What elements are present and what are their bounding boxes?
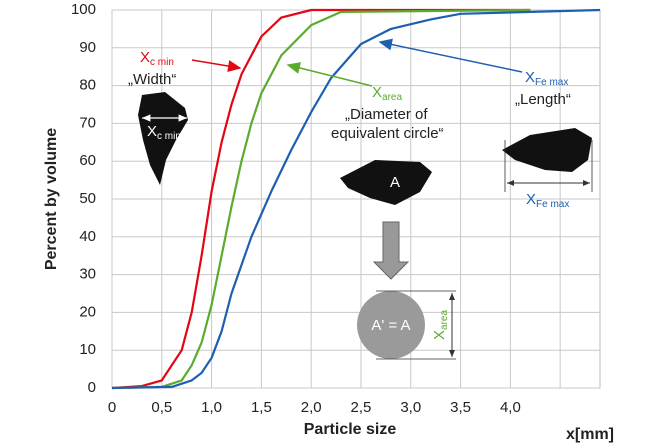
x-axis-title: Particle size: [304, 421, 397, 438]
x-tick-label: 0: [108, 399, 116, 416]
x-tick-label: 4,0: [500, 399, 521, 416]
annotation: A' = A: [371, 317, 410, 334]
grid: 0 10 20 30 40 50 60 70 80 90 100 0 0,5 1,0 1,5 2,0 2,5 3,…: [71, 1, 601, 416]
annotation: A: [390, 174, 400, 191]
equivalent-circle: [357, 291, 425, 359]
y-tick-label: 20: [79, 303, 96, 320]
x-tick-label: 2,0: [301, 399, 322, 416]
annotation: Xarea: [431, 310, 450, 340]
down-arrow: [372, 221, 410, 280]
annotation: „Length“: [515, 91, 571, 108]
annotation: „Width“: [128, 71, 176, 88]
x-tick-label: 2,5: [351, 399, 372, 416]
lines: [111, 8, 601, 390]
data-line: [111, 8, 531, 390]
arrow: [378, 38, 523, 73]
annotation: Xc min: [140, 49, 174, 68]
annotation: Xarea: [372, 84, 402, 103]
particle: [502, 128, 592, 172]
x-tick-label: 3,0: [400, 399, 421, 416]
x-tick-label: 3,5: [450, 399, 471, 416]
annotation: equivalent circle“: [331, 125, 444, 142]
x-unit: x[mm]: [566, 426, 614, 443]
y-axis-title: Percent by volume: [43, 128, 60, 270]
y-tick-label: 100: [71, 1, 96, 18]
y-tick-label: 90: [79, 39, 96, 56]
annotation: „Diameter of: [345, 106, 428, 123]
y-tick-label: 0: [88, 379, 96, 396]
y-tick-label: 70: [79, 114, 96, 131]
x-tick-label: 1,5: [251, 399, 272, 416]
data-line: [111, 8, 601, 390]
y-tick-label: 60: [79, 152, 96, 169]
y-tick-label: 40: [79, 228, 96, 245]
arrow: [191, 59, 242, 72]
annotation: XFe max: [526, 191, 569, 210]
y-tick-label: 30: [79, 266, 96, 283]
x-tick-label: 0,5: [151, 399, 172, 416]
annotation: Xc min: [147, 123, 181, 142]
x-tick-label: 1,0: [201, 399, 222, 416]
data-line: [111, 8, 531, 390]
y-tick-label: 80: [79, 77, 96, 94]
y-tick-label: 50: [79, 190, 96, 207]
y-tick-label: 10: [79, 341, 96, 358]
annotation: XFe max: [525, 69, 568, 88]
arrow: [286, 62, 373, 87]
particle: [340, 160, 432, 205]
